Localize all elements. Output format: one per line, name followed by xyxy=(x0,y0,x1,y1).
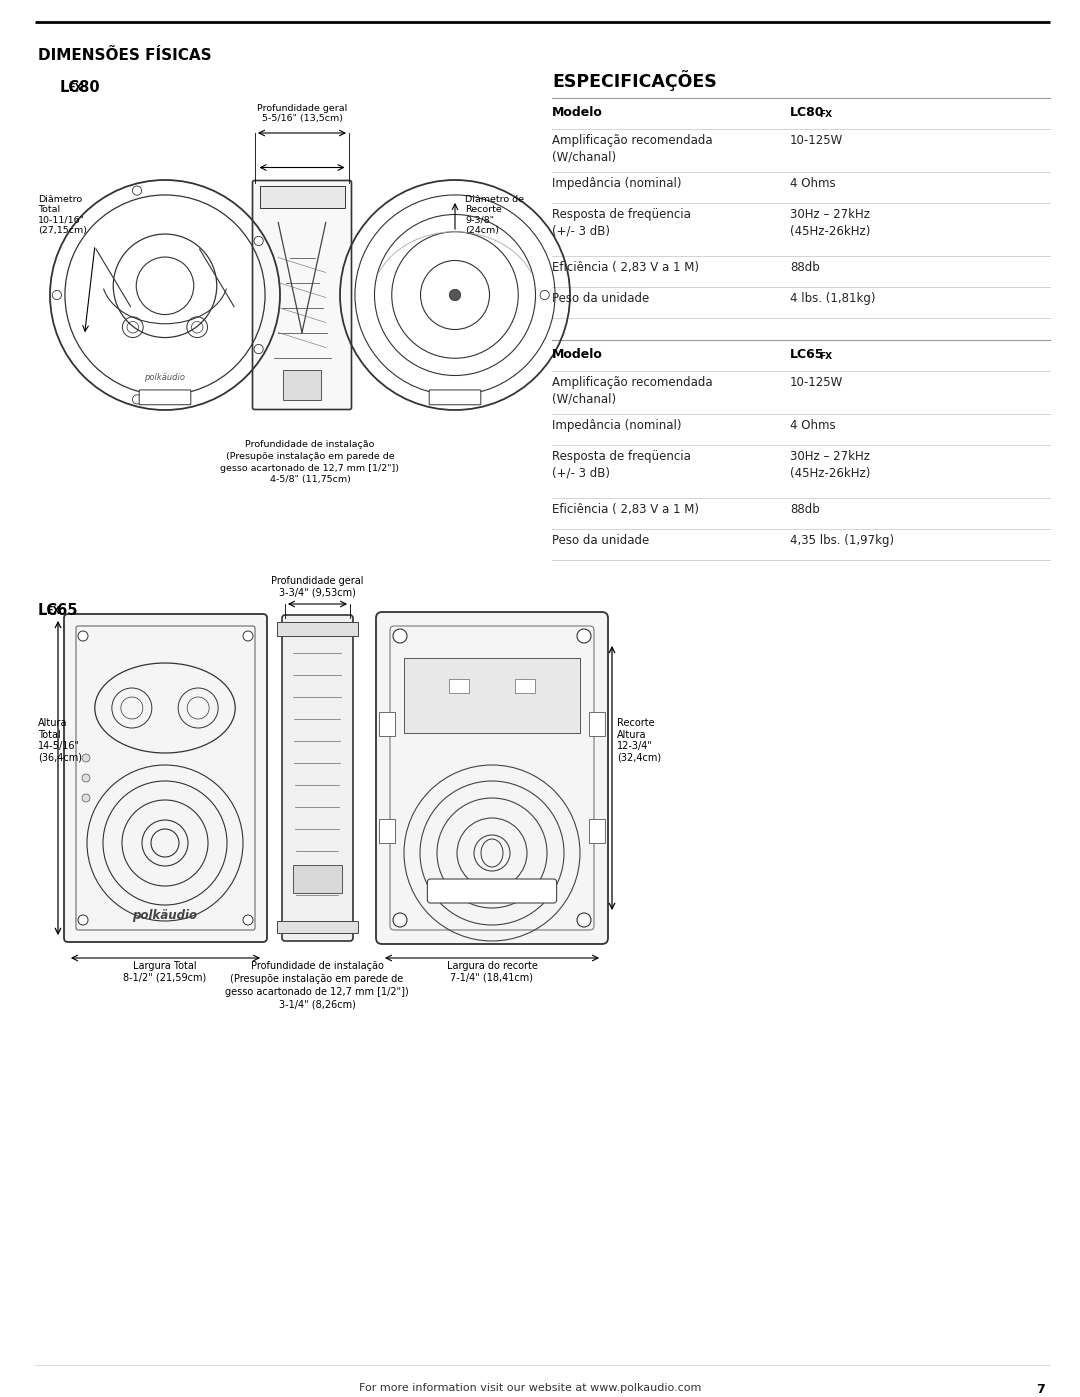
FancyBboxPatch shape xyxy=(376,612,608,944)
Circle shape xyxy=(393,629,407,643)
Text: Recorte
Altura
12-3/4"
(32,4cm): Recorte Altura 12-3/4" (32,4cm) xyxy=(617,718,661,763)
Text: LC65: LC65 xyxy=(789,348,824,360)
Text: LC80: LC80 xyxy=(60,80,100,95)
Text: Largura do recorte
7-1/4" (18,41cm): Largura do recorte 7-1/4" (18,41cm) xyxy=(446,961,538,982)
FancyBboxPatch shape xyxy=(139,390,191,405)
Bar xyxy=(379,712,395,736)
Text: polkäudio: polkäudio xyxy=(133,909,198,922)
Bar xyxy=(449,679,469,693)
Circle shape xyxy=(82,793,90,802)
Text: Peso da unidade: Peso da unidade xyxy=(552,534,649,548)
Text: Profundidade de instalação
(Presupõe instalação em parede de
gesso acartonado de: Profundidade de instalação (Presupõe ins… xyxy=(225,961,409,1010)
Circle shape xyxy=(243,915,253,925)
Circle shape xyxy=(540,291,550,299)
Text: 4 lbs. (1,81kg): 4 lbs. (1,81kg) xyxy=(789,292,876,305)
Text: 30Hz – 27kHz
(45Hz-26kHz): 30Hz – 27kHz (45Hz-26kHz) xyxy=(789,208,870,237)
Text: For more information visit our website at www.polkaudio.com: For more information visit our website a… xyxy=(359,1383,701,1393)
Circle shape xyxy=(254,345,264,353)
Circle shape xyxy=(133,395,141,404)
Text: FX: FX xyxy=(68,82,82,94)
Text: Impedância (nominal): Impedância (nominal) xyxy=(552,419,681,432)
Bar xyxy=(276,622,357,636)
Text: Impedância (nominal): Impedância (nominal) xyxy=(552,177,681,190)
Circle shape xyxy=(577,629,591,643)
Text: Amplificação recomendada
(W/chanal): Amplificação recomendada (W/chanal) xyxy=(552,376,713,405)
FancyBboxPatch shape xyxy=(428,879,556,902)
Text: 4 Ohms: 4 Ohms xyxy=(789,419,836,432)
Text: Profundidade geral
5-5/16" (13,5cm): Profundidade geral 5-5/16" (13,5cm) xyxy=(257,103,347,123)
FancyBboxPatch shape xyxy=(64,615,267,942)
Text: Modelo: Modelo xyxy=(552,106,603,119)
Text: Profundidade de instalação
(Presupõe instalação em parede de
gesso acartonado de: Profundidade de instalação (Presupõe ins… xyxy=(220,440,400,485)
Circle shape xyxy=(449,289,461,300)
Text: 10-125W: 10-125W xyxy=(789,376,843,388)
Text: Eficiência ( 2,83 V a 1 M): Eficiência ( 2,83 V a 1 M) xyxy=(552,261,699,274)
Text: 88db: 88db xyxy=(789,261,820,274)
FancyBboxPatch shape xyxy=(429,390,481,405)
Circle shape xyxy=(254,236,264,246)
Text: Eficiência ( 2,83 V a 1 M): Eficiência ( 2,83 V a 1 M) xyxy=(552,503,699,515)
Text: Profundidade geral
3-3/4" (9,53cm): Profundidade geral 3-3/4" (9,53cm) xyxy=(271,576,363,598)
Circle shape xyxy=(78,631,87,641)
Text: FX: FX xyxy=(819,110,832,119)
Circle shape xyxy=(243,631,253,641)
Circle shape xyxy=(82,774,90,782)
Circle shape xyxy=(52,291,62,299)
Text: 10-125W: 10-125W xyxy=(789,134,843,147)
Text: Diâmetro
Total
10-11/16"
(27,15cm): Diâmetro Total 10-11/16" (27,15cm) xyxy=(38,196,87,235)
Circle shape xyxy=(133,186,141,196)
Circle shape xyxy=(78,915,87,925)
Bar xyxy=(515,679,535,693)
Text: Resposta de freqüencia
(+/- 3 dB): Resposta de freqüencia (+/- 3 dB) xyxy=(552,208,691,237)
Bar xyxy=(283,369,321,400)
Circle shape xyxy=(577,914,591,928)
Text: LC65: LC65 xyxy=(38,604,79,617)
Text: polkäudio: polkäudio xyxy=(145,373,186,383)
Text: 30Hz – 27kHz
(45Hz-26kHz): 30Hz – 27kHz (45Hz-26kHz) xyxy=(789,450,870,479)
Bar xyxy=(276,921,357,933)
Text: FX: FX xyxy=(46,606,60,616)
Circle shape xyxy=(82,754,90,761)
Text: Resposta de freqüencia
(+/- 3 dB): Resposta de freqüencia (+/- 3 dB) xyxy=(552,450,691,479)
Text: Altura
Total
14-5/16"
(36,4cm): Altura Total 14-5/16" (36,4cm) xyxy=(38,718,82,763)
Bar xyxy=(589,819,605,842)
Text: Amplificação recomendada
(W/chanal): Amplificação recomendada (W/chanal) xyxy=(552,134,713,163)
FancyBboxPatch shape xyxy=(253,180,351,409)
Text: Modelo: Modelo xyxy=(552,348,603,360)
Text: FX: FX xyxy=(819,352,832,360)
Text: DIMENSÕES FÍSICAS: DIMENSÕES FÍSICAS xyxy=(38,47,212,63)
Bar xyxy=(589,712,605,736)
Text: 4 Ohms: 4 Ohms xyxy=(789,177,836,190)
Text: Diâmetro de
Recorte
9-3/8"
(24cm): Diâmetro de Recorte 9-3/8" (24cm) xyxy=(465,196,524,235)
Text: ESPECIFICAÇÕES: ESPECIFICAÇÕES xyxy=(552,70,717,91)
Text: 4,35 lbs. (1,97kg): 4,35 lbs. (1,97kg) xyxy=(789,534,894,548)
Bar xyxy=(293,865,342,893)
FancyBboxPatch shape xyxy=(282,615,353,942)
Bar xyxy=(259,186,345,208)
Text: Peso da unidade: Peso da unidade xyxy=(552,292,649,305)
Circle shape xyxy=(393,914,407,928)
Bar xyxy=(404,658,580,733)
Text: 88db: 88db xyxy=(789,503,820,515)
Text: 7: 7 xyxy=(1036,1383,1045,1396)
Text: LC80: LC80 xyxy=(789,106,824,119)
Bar xyxy=(379,819,395,842)
Text: Largura Total
8-1/2" (21,59cm): Largura Total 8-1/2" (21,59cm) xyxy=(123,961,206,982)
